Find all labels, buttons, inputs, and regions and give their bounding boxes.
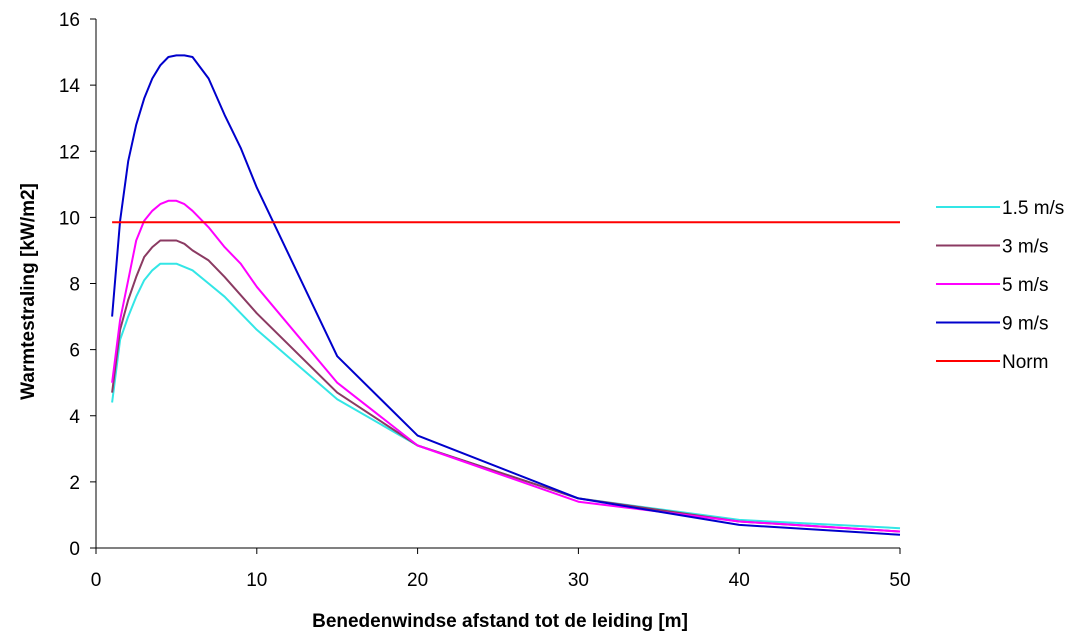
legend-label-5-m-s: 5 m/s — [1002, 275, 1048, 296]
plot-area: 0 2 4 6 8 10 12 14 16 0 10 20 30 40 50 — [59, 10, 911, 591]
x-tick-label: 50 — [889, 570, 910, 591]
x-tick-label: 40 — [729, 570, 750, 591]
y-tick-label: 14 — [59, 76, 81, 97]
y-tick-label: 4 — [69, 407, 80, 428]
x-tick-label: 30 — [568, 570, 589, 591]
series-line-3-m-s — [111, 239, 901, 533]
series-line-1-5-m-s — [111, 262, 901, 530]
y-tick-label: 6 — [69, 341, 80, 362]
y-axis-title: Warmtestraling [kW/m2] — [18, 183, 39, 400]
y-tick-label: 10 — [59, 208, 80, 229]
x-tick-label: 20 — [407, 570, 428, 591]
series-line-5-m-s — [111, 199, 901, 533]
y-axis-ticks: 0 2 4 6 8 10 12 14 16 — [59, 10, 96, 560]
legend-label-1-5-m-s: 1.5 m/s — [1002, 198, 1064, 219]
y-tick-label: 12 — [59, 142, 80, 163]
series-lines — [111, 54, 901, 536]
series-line-9-m-s — [111, 54, 901, 536]
x-tick-label: 0 — [91, 570, 102, 591]
x-axis-title: Benedenwindse afstand tot de leiding [m] — [312, 611, 688, 632]
legend: 1.5 m/s 3 m/s 5 m/s 9 m/s Norm — [936, 198, 1064, 373]
y-tick-label: 0 — [69, 539, 80, 560]
y-tick-label: 16 — [59, 10, 80, 31]
y-tick-label: 2 — [69, 473, 80, 494]
y-tick-label: 8 — [69, 275, 80, 296]
legend-label-3-m-s: 3 m/s — [1002, 237, 1048, 258]
legend-label-9-m-s: 9 m/s — [1002, 314, 1048, 335]
legend-label-norm: Norm — [1002, 352, 1048, 373]
x-tick-label: 10 — [246, 570, 267, 591]
x-axis-ticks: 0 10 20 30 40 50 — [91, 548, 911, 591]
